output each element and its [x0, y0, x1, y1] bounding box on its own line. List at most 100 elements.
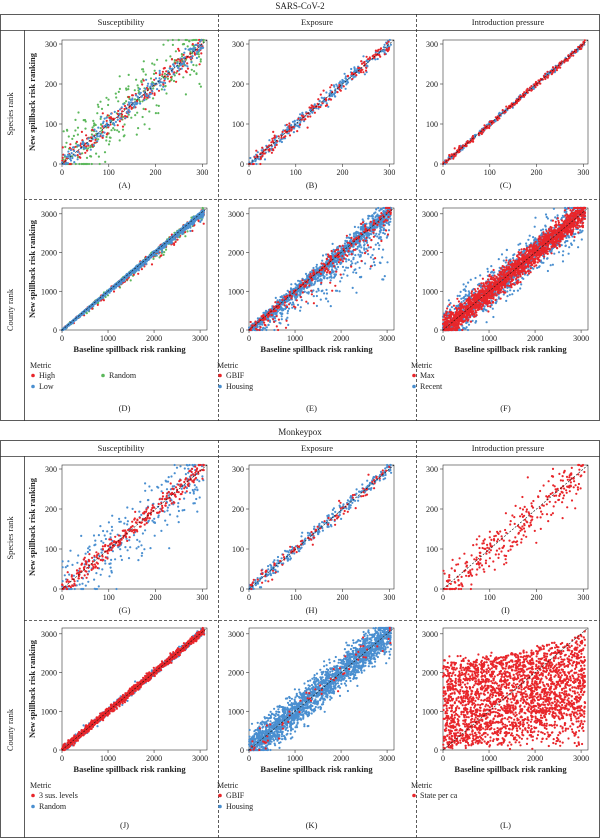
data-point — [153, 69, 156, 72]
data-point — [544, 72, 547, 75]
data-point — [318, 100, 321, 103]
data-point — [198, 215, 201, 219]
data-point — [184, 58, 188, 61]
data-point — [572, 54, 575, 57]
data-point — [96, 140, 99, 143]
data-point — [158, 69, 161, 72]
data-point — [80, 143, 83, 146]
data-point — [79, 156, 82, 159]
data-point — [299, 120, 302, 123]
data-point — [142, 70, 145, 73]
data-point — [65, 141, 68, 144]
data-point — [263, 158, 267, 161]
data-point — [109, 123, 112, 126]
data-point — [194, 38, 197, 42]
data-point — [162, 43, 165, 46]
data-point — [168, 80, 171, 83]
data-point — [195, 64, 198, 67]
data-point — [105, 135, 108, 139]
data-point — [152, 97, 155, 100]
data-point — [353, 75, 356, 78]
data-point — [375, 232, 378, 235]
data-point — [177, 69, 181, 72]
data-point — [80, 130, 83, 133]
data-point — [96, 112, 99, 115]
data-point — [73, 149, 76, 153]
data-point — [117, 100, 120, 103]
data-point — [123, 123, 126, 126]
data-point — [497, 116, 500, 119]
data-point — [191, 39, 194, 42]
data-point — [387, 40, 390, 43]
data-point — [107, 143, 111, 146]
data-point — [125, 88, 128, 91]
data-point — [158, 72, 161, 75]
data-point — [133, 103, 136, 106]
data-point — [169, 55, 172, 58]
data-point — [192, 63, 195, 67]
data-point — [184, 235, 187, 238]
data-point — [310, 106, 313, 109]
data-point — [144, 87, 147, 90]
x-tick-label: 200 — [337, 168, 349, 177]
data-point — [169, 76, 173, 79]
data-point — [118, 87, 121, 90]
y-tick-label: 1000 — [41, 287, 57, 296]
data-point — [342, 81, 345, 84]
data-point — [73, 161, 76, 164]
data-point — [144, 108, 147, 111]
y-tick-label: 300 — [232, 40, 244, 49]
data-point — [120, 113, 124, 116]
y-tick-label: 200 — [45, 80, 57, 89]
data-point — [137, 127, 140, 130]
data-point — [85, 134, 88, 137]
data-point — [330, 84, 333, 87]
data-point — [481, 131, 484, 134]
data-point — [288, 122, 291, 125]
data-point — [91, 138, 94, 141]
data-point — [84, 151, 87, 154]
data-point — [365, 66, 368, 69]
data-point — [182, 42, 185, 46]
data-point — [133, 98, 137, 101]
data-point — [271, 139, 274, 142]
data-point — [140, 95, 143, 98]
data-point — [284, 130, 287, 133]
y-tick-label: 0 — [240, 160, 244, 169]
data-point — [127, 85, 130, 88]
data-point — [87, 147, 90, 150]
x-tick-label: 2000 — [146, 334, 162, 343]
data-point — [299, 113, 302, 116]
data-point — [83, 118, 87, 122]
data-point — [145, 262, 148, 266]
data-point — [319, 93, 322, 96]
data-point — [176, 238, 179, 241]
x-tick-label: 300 — [196, 168, 208, 177]
data-point — [171, 70, 174, 73]
data-point — [448, 155, 452, 158]
data-point — [96, 135, 99, 138]
y-tick-label: 100 — [45, 120, 57, 129]
data-point — [144, 73, 147, 76]
data-point — [293, 119, 296, 122]
data-point — [181, 65, 184, 68]
data-point — [152, 87, 155, 90]
data-point — [62, 130, 65, 133]
data-point — [91, 126, 94, 129]
data-point — [255, 162, 258, 166]
data-point — [488, 124, 491, 128]
data-point — [364, 69, 368, 72]
data-point — [377, 48, 380, 52]
data-point — [94, 136, 97, 139]
data-point — [200, 219, 203, 222]
data-point — [186, 230, 189, 233]
data-point — [112, 290, 116, 293]
data-point — [363, 73, 366, 76]
data-point — [334, 91, 337, 94]
y-tick-label: 3000 — [41, 210, 57, 219]
data-point — [99, 100, 102, 103]
data-point — [82, 145, 85, 148]
data-point — [127, 73, 130, 76]
